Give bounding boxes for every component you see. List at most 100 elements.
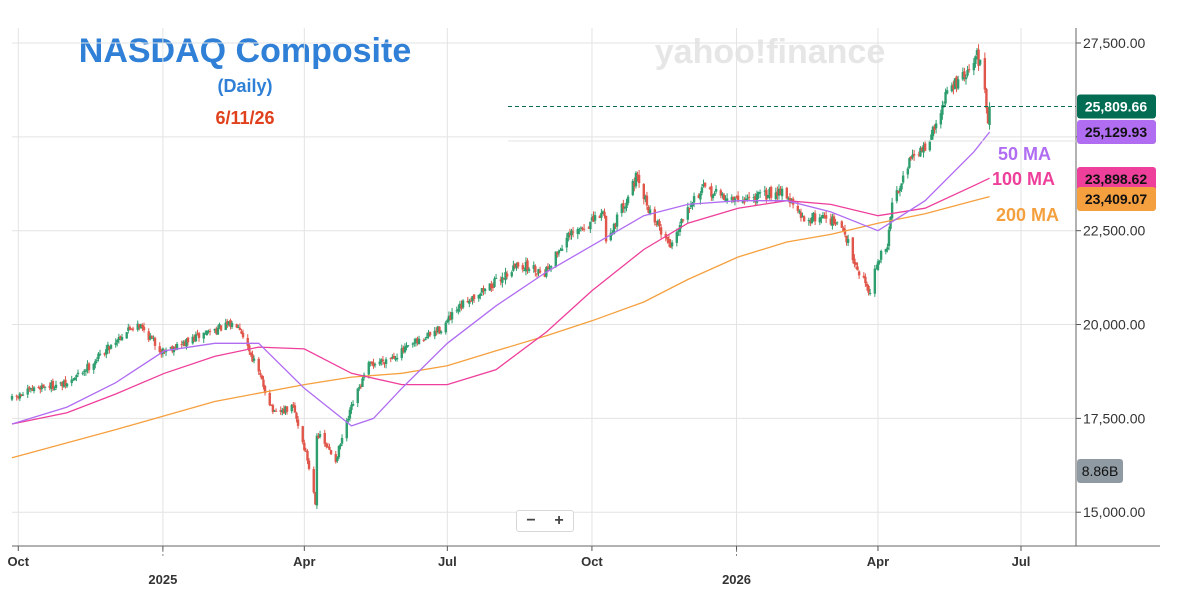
candle-body <box>312 469 315 493</box>
y-tick-label: 22,500.00 <box>1083 223 1145 239</box>
candle-body <box>315 435 319 506</box>
candle-body <box>405 345 408 348</box>
candle-body <box>125 332 128 339</box>
ma-label-3: 200 MA <box>996 205 1059 225</box>
candle-body <box>444 322 447 333</box>
candle-body <box>787 198 790 200</box>
candle-body <box>634 172 638 187</box>
candle-body <box>403 346 407 353</box>
y-tick-label: 15,000.00 <box>1083 504 1145 520</box>
candle-body <box>777 188 781 196</box>
candle-body <box>766 195 770 199</box>
candle-body <box>763 190 767 192</box>
candle-body <box>548 268 551 270</box>
candle-body <box>658 220 661 227</box>
candle-body <box>472 294 476 299</box>
ma50-badge: 25,129.93 <box>1085 124 1147 140</box>
candle-body <box>158 346 161 352</box>
candle-body <box>779 188 782 195</box>
candle-body <box>931 126 935 137</box>
candle-body <box>986 107 990 124</box>
candle-body <box>83 370 86 372</box>
candle-body <box>215 328 218 334</box>
candle-body <box>809 221 812 224</box>
candle-body <box>592 216 595 222</box>
candle-body <box>147 331 150 341</box>
candle-body <box>732 196 735 203</box>
candle-body <box>213 328 216 331</box>
candle-body <box>964 77 968 80</box>
candle-body <box>469 300 473 302</box>
candle-body <box>571 231 575 233</box>
candle-body <box>700 187 704 193</box>
candle-body <box>139 324 143 329</box>
candle-body <box>978 59 982 65</box>
candle-body <box>840 221 844 228</box>
candle-body <box>259 372 262 375</box>
zoom-in-button[interactable]: + <box>554 512 564 529</box>
candle-body <box>831 216 834 226</box>
candle-body <box>587 227 590 229</box>
candle-body <box>754 196 757 203</box>
candle-body <box>952 84 955 90</box>
candle-body <box>534 266 537 273</box>
candle-body <box>490 283 493 289</box>
candle-body <box>347 418 350 420</box>
candle-body <box>609 232 612 241</box>
candle-body <box>961 72 965 80</box>
candle-body <box>857 271 861 276</box>
candle-body <box>422 339 425 341</box>
zoom-out-button[interactable]: − <box>526 512 536 529</box>
candle-body <box>977 49 980 66</box>
candle-body <box>919 147 922 157</box>
candle-body <box>867 285 870 293</box>
candle-body <box>633 182 636 187</box>
candle-body <box>565 237 568 248</box>
ma50-line <box>11 131 991 427</box>
x-year-label: 2026 <box>722 572 751 587</box>
candle-body <box>653 209 657 223</box>
candle-body <box>955 76 958 87</box>
candle-body <box>337 445 341 458</box>
candle-body <box>922 145 925 153</box>
candle-body <box>439 331 443 334</box>
candle-body <box>697 194 701 199</box>
candle-body <box>461 300 465 308</box>
candle-body <box>714 188 718 192</box>
candle-body <box>447 315 451 321</box>
candle-body <box>722 194 726 200</box>
candle-body <box>974 56 977 65</box>
candle-body <box>975 50 979 56</box>
candle-body <box>197 333 201 338</box>
candle-body <box>29 388 33 390</box>
candle-body <box>361 378 364 387</box>
candle-body <box>912 153 916 156</box>
candle-body <box>598 216 601 219</box>
candle-body <box>455 310 458 312</box>
candle-body <box>488 283 491 291</box>
candle-body <box>120 337 124 341</box>
candle-body <box>416 338 419 344</box>
candle-body <box>351 403 355 406</box>
candle-body <box>392 355 396 359</box>
candle-body <box>807 220 811 222</box>
candle-body <box>395 357 399 360</box>
candle-body <box>956 79 960 89</box>
candle-body <box>876 261 880 270</box>
candle-body <box>307 460 311 469</box>
candle-body <box>810 217 814 223</box>
candle-body <box>252 358 256 361</box>
candle-body <box>339 444 342 447</box>
candle-body <box>17 396 20 398</box>
candle-body <box>642 184 645 200</box>
x-year-label: 2025 <box>148 572 177 587</box>
candle-body <box>169 347 172 349</box>
candle-body <box>589 221 592 230</box>
candle-body <box>620 204 623 214</box>
candles <box>10 44 991 509</box>
candle-body <box>741 200 745 203</box>
candle-body <box>373 364 377 366</box>
candle-body <box>909 156 913 159</box>
candle-body <box>527 269 531 271</box>
